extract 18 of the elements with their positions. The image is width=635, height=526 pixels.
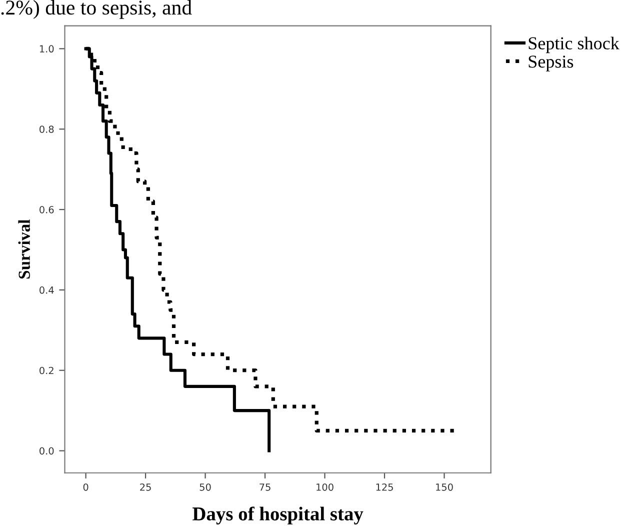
y-tick-label: 0.2 [40, 366, 54, 374]
x-tick-label: 100 [316, 483, 334, 491]
x-tick-label: 25 [140, 483, 151, 491]
x-axis-title: Days of hospital stay [192, 506, 364, 524]
y-axis-title: Survival [18, 220, 30, 279]
x-tick-label: 0 [83, 483, 88, 491]
x-tick-label: 75 [260, 484, 270, 491]
y-tick-label: 0.6 [40, 206, 54, 214]
legend-label: Septic shock [528, 36, 620, 54]
y-tick-label: 0.0 [40, 447, 54, 455]
text: .2%) due to sepsis, and [1, 0, 192, 19]
legend-label: Sepsis [528, 56, 574, 72]
y-tick-label: 0.8 [40, 126, 54, 133]
x-tick-label: 50 [200, 483, 211, 491]
x-tick-label: 125 [376, 483, 393, 491]
y-tick-label: 0.4 [40, 286, 54, 294]
y-tick-label: 1.0 [40, 45, 54, 53]
x-tick-label: 150 [436, 483, 453, 491]
